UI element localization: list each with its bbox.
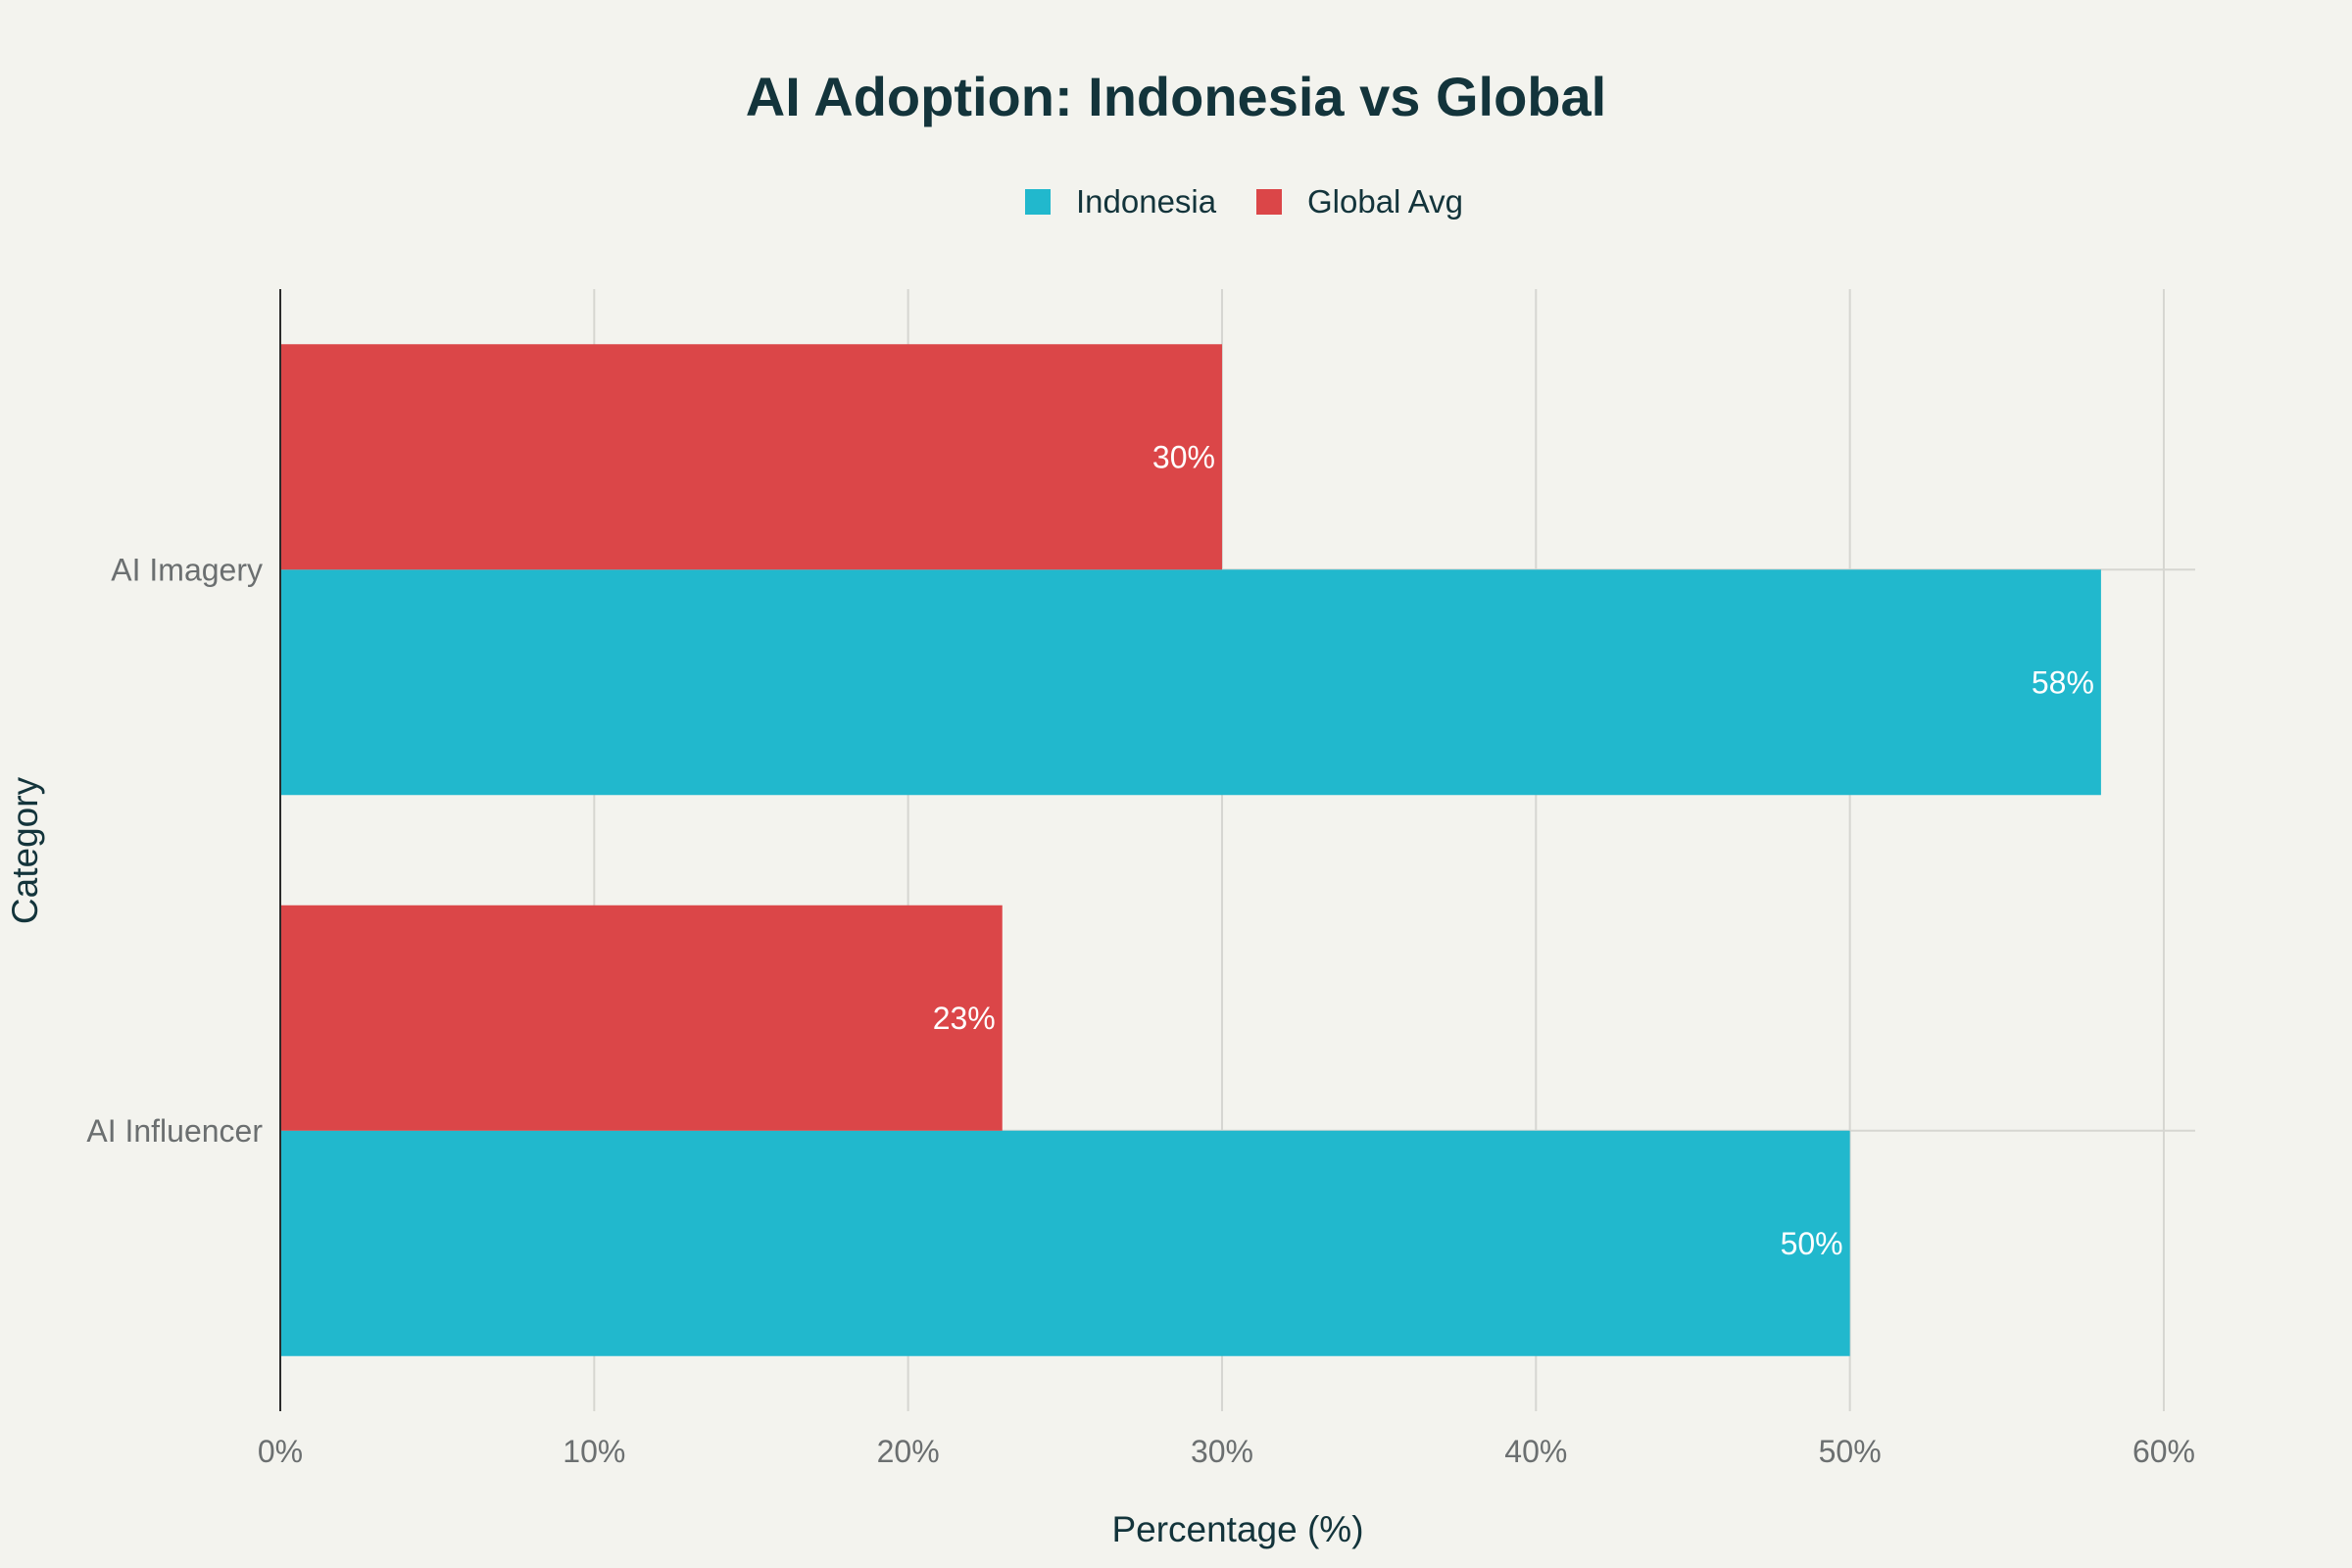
bar-data-label: 30% — [1152, 439, 1215, 474]
x-tick-label: 40% — [1504, 1434, 1567, 1469]
bar-data-label: 23% — [933, 1001, 996, 1036]
x-tick-label: 10% — [563, 1434, 625, 1469]
bar — [280, 1130, 1850, 1356]
bar-data-label: 50% — [1781, 1226, 1843, 1261]
bar-data-label: 58% — [2032, 664, 2094, 700]
legend-swatch — [1256, 189, 1282, 215]
axes: 0% 10% 20% 30% 40% 50% 60% AI Imagery AI Influen… — [86, 289, 2195, 1469]
y-tick-label: AI Imagery — [111, 552, 263, 587]
legend-label: Global Avg — [1307, 183, 1463, 220]
legend: Indonesia Global Avg — [1025, 183, 1463, 220]
bar — [280, 344, 1222, 570]
legend-swatch — [1025, 189, 1051, 215]
x-tick-label: 30% — [1191, 1434, 1253, 1469]
x-tick-label: 50% — [1819, 1434, 1882, 1469]
bar — [280, 569, 2101, 796]
x-tick-label: 0% — [258, 1434, 303, 1469]
y-tick-label: AI Influencer — [86, 1113, 263, 1149]
y-axis-title: Category — [5, 776, 45, 924]
bars — [280, 344, 2101, 1356]
x-tick-label: 60% — [2132, 1434, 2195, 1469]
chart-title: AI Adoption: Indonesia vs Global — [746, 66, 1606, 127]
legend-label: Indonesia — [1076, 183, 1217, 220]
x-axis-title: Percentage (%) — [1111, 1509, 1363, 1549]
bar — [280, 905, 1003, 1131]
x-tick-label: 20% — [877, 1434, 940, 1469]
data-labels: 58% 30% 50% 23% — [933, 439, 2094, 1261]
